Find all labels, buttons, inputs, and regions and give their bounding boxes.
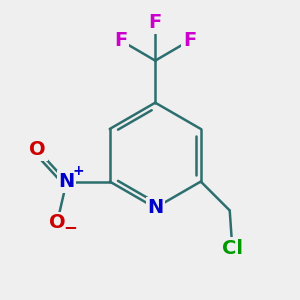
Text: N: N <box>58 172 75 191</box>
Text: F: F <box>183 31 196 50</box>
Text: F: F <box>115 31 128 50</box>
Text: F: F <box>148 13 162 32</box>
Text: O: O <box>29 140 46 160</box>
Text: O: O <box>49 213 65 232</box>
Text: N: N <box>147 198 164 217</box>
Text: +: + <box>72 164 84 178</box>
Text: −: − <box>63 218 77 236</box>
Text: Cl: Cl <box>222 239 243 258</box>
